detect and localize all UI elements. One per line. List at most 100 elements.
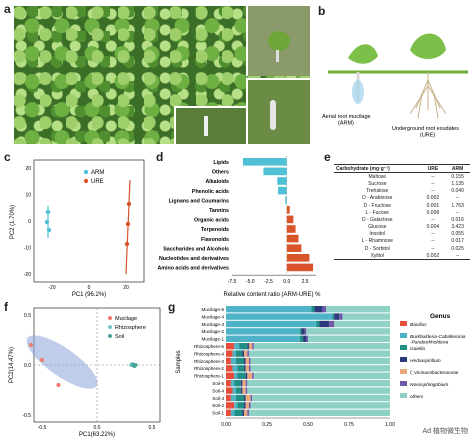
y-tick-label: 0.0 — [24, 363, 31, 369]
scatter-point — [56, 383, 61, 387]
table-cell: 0.002 — [426, 195, 440, 202]
plant-field-photo — [14, 6, 310, 144]
sample-label: Mucilage-1 — [202, 337, 225, 342]
stacked-segment — [248, 350, 390, 357]
stacked-segment — [248, 402, 251, 409]
table-cell: -- — [431, 188, 435, 195]
stacked-segment — [303, 335, 307, 342]
sample-label: Mucilage-2 — [202, 329, 225, 334]
legend-label: others — [410, 394, 424, 400]
y-tick-label: 0 — [28, 219, 31, 225]
stacked-segment — [253, 372, 390, 379]
stacked-segment — [235, 350, 243, 357]
legend-label: Soil — [115, 334, 124, 340]
sample-label: Rhizosphere-2 — [194, 366, 224, 371]
stacked-segment — [304, 328, 307, 335]
stacked-segment — [245, 394, 251, 402]
sample-label: Soil-5 — [212, 381, 224, 386]
stacked-segment — [248, 409, 390, 416]
x-tick-label: 1.00 — [385, 422, 395, 428]
category-label: Phenolic acids — [192, 189, 229, 195]
ure-point — [125, 221, 131, 227]
sample-label: Soil-1 — [212, 411, 224, 416]
arm-point — [46, 227, 52, 233]
panel-a-letter: a — [4, 2, 11, 16]
y-axis-label: PC2 (1.70%) — [10, 205, 16, 239]
stacked-segment — [245, 402, 249, 409]
stacked-segment — [252, 343, 254, 350]
stacked-segment — [314, 306, 323, 313]
stacked-segment — [230, 394, 236, 402]
x-tick-label: 2.5 — [302, 279, 309, 285]
inset-photo-small — [174, 106, 248, 144]
stacked-segment — [245, 372, 248, 379]
table-cell: -- — [455, 209, 460, 216]
ure-error-bar — [125, 179, 131, 275]
ure-point — [126, 201, 132, 207]
x-tick-label: -5.0 — [246, 279, 255, 285]
category-label: Tannins — [209, 208, 229, 214]
table-cell: 0.055 — [451, 231, 464, 238]
stacked-segment — [234, 380, 241, 387]
table-row: Trehalose -- 0.040 — [334, 188, 470, 195]
legend-label: Herbaspirillum — [410, 358, 441, 364]
legend-label: Rhizosphere — [115, 325, 146, 331]
bar — [286, 244, 302, 252]
plot-frame — [33, 159, 145, 283]
stacked-segment — [322, 306, 327, 313]
sample-label: Mucilage-4 — [202, 314, 225, 319]
table-cell: L - Rhamnose — [361, 238, 393, 245]
inset-photo-top — [246, 6, 310, 76]
stacked-segment — [230, 380, 235, 387]
table-cell: D - Arabinose — [362, 195, 393, 202]
stacked-segment — [244, 357, 246, 365]
inset-photo-bottom — [246, 78, 310, 144]
stacked-segment — [248, 343, 253, 350]
legend-label: Bacillus — [410, 322, 427, 328]
table-cell: -- — [445, 252, 470, 261]
bar — [278, 186, 287, 195]
stacked-segment — [226, 380, 231, 387]
x-tick-label: 0.50 — [303, 422, 313, 428]
table-cell: -- — [431, 231, 435, 238]
table-cell: Maltose — [368, 173, 387, 180]
category-label: Lignans and Coumarins — [169, 198, 229, 204]
stacked-segment — [329, 320, 335, 328]
y-tick-label: 20 — [25, 166, 31, 172]
stacked-segment — [239, 343, 248, 350]
table-cell: 1.763 — [451, 202, 464, 209]
panel-d-letter: d — [156, 150, 164, 164]
table-cell: D - Sorbitol — [364, 245, 390, 252]
stacked-segment — [237, 365, 245, 372]
pcoa-chart-f: PC1(63.22%) PC2(14.47%) 0.5 0.0 -0.5 -0.5 0.… — [9, 307, 161, 438]
stacked-segment — [226, 343, 235, 350]
category-label: Alkaloids — [205, 179, 229, 185]
legend-label: f_Vicinamibacteraceae — [410, 370, 459, 376]
category-label: Flavonoids — [201, 237, 229, 243]
table-header: ARM — [445, 163, 470, 174]
stacked-segment — [247, 350, 249, 357]
stacked-bar-chart-g: Samples Genus Mucilage-5 Mucilage-4 Mucila… — [176, 306, 466, 428]
stacked-segment — [242, 409, 245, 416]
x-tick-label: 0.75 — [344, 422, 354, 428]
stacked-segment — [334, 320, 390, 328]
category-label: Others — [212, 170, 229, 176]
bar — [285, 196, 287, 204]
stacked-segment — [252, 372, 254, 379]
sample-label: Rhizosphere-3 — [194, 359, 224, 364]
legend-marker — [108, 325, 112, 329]
stacked-segment — [244, 394, 246, 402]
table-row: Maltose -- 0.155 — [334, 173, 470, 181]
arm-point — [45, 209, 51, 215]
stacked-segment — [226, 387, 233, 394]
table-cell: -- — [455, 195, 460, 202]
table-row: D - Arabinose 0.002 -- — [334, 195, 470, 202]
x-tick-label: 20 — [123, 285, 129, 291]
stacked-segment — [319, 320, 330, 328]
legend-marker — [108, 334, 112, 338]
legend-ure-marker — [83, 178, 89, 184]
stacked-segment — [311, 306, 315, 313]
mucilage-drop — [352, 80, 364, 104]
leaf-left — [348, 44, 378, 64]
table-cell: -- — [431, 216, 435, 223]
